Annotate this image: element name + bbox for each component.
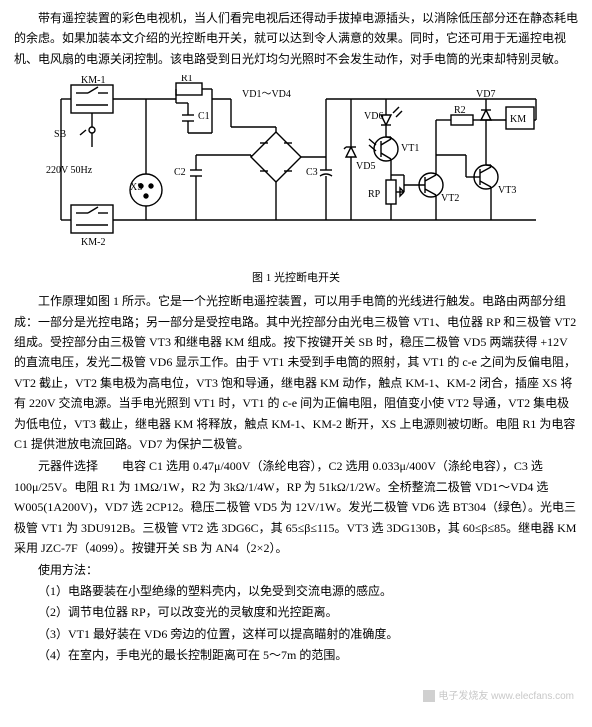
watermark: 电子发烧友 www.elecfans.com — [423, 688, 574, 705]
lbl-km: KM — [510, 114, 526, 125]
figure-1-circuit: KM-1 SB 220V 50Hz KM-2 XS R1 C1 C2 VD1～V… — [46, 75, 546, 260]
lbl-c1: C1 — [198, 111, 210, 122]
lbl-r2: R2 — [454, 105, 466, 116]
lbl-sb: SB — [54, 129, 67, 140]
lbl-vt3: VT3 — [498, 185, 516, 196]
usage-label: 使用方法： — [14, 560, 578, 580]
usage-item-4: （4）在室内，手电光的最长控制距离可在 5～7m 的范围。 — [14, 645, 578, 665]
lbl-vt2: VT2 — [441, 193, 459, 204]
usage-item-1: （1）电路要装在小型绝缘的塑料壳内，以免受到交流电源的感应。 — [14, 581, 578, 601]
lbl-c3: C3 — [306, 167, 318, 178]
principle-paragraph: 工作原理如图 1 所示。它是一个光控断电遥控装置，可以用手电筒的光线进行触发。电… — [14, 291, 578, 454]
usage-item-2: （2）调节电位器 RP，可以改变光的灵敏度和光控距离。 — [14, 602, 578, 622]
lbl-r1: R1 — [181, 75, 193, 84]
lbl-vd7: VD7 — [476, 89, 495, 100]
components-paragraph: 元器件选择 电容 C1 选用 0.47μ/400V（涤纶电容），C2 选用 0.… — [14, 456, 578, 558]
lbl-ac: 220V 50Hz — [46, 165, 93, 176]
watermark-text: 电子发烧友 www.elecfans.com — [438, 691, 574, 702]
lbl-rp: RP — [368, 189, 381, 200]
figure-1-wrap: KM-1 SB 220V 50Hz KM-2 XS R1 C1 C2 VD1～V… — [14, 75, 578, 266]
lbl-vd5: VD5 — [356, 161, 375, 172]
lbl-km2: KM-2 — [81, 237, 105, 248]
usage-item-3: （3）VT1 最好装在 VD6 旁边的位置，这样可以提高瞄射的准确度。 — [14, 624, 578, 644]
components-text: 电容 C1 选用 0.47μ/400V（涤纶电容），C2 选用 0.033μ/4… — [14, 459, 576, 555]
lbl-xs: XS — [130, 182, 143, 193]
intro-paragraph: 带有遥控装置的彩色电视机，当人们看完电视后还得动手拔掉电源插头，以消除低压部分还… — [14, 8, 578, 69]
components-label: 元器件选择 — [38, 459, 98, 473]
lbl-c2: C2 — [174, 167, 186, 178]
lbl-vt1: VT1 — [401, 143, 419, 154]
lbl-vd6: VD6 — [364, 111, 383, 122]
watermark-logo-icon — [423, 690, 435, 702]
lbl-km1: KM-1 — [81, 75, 105, 86]
figure-1-caption: 图 1 光控断电开关 — [14, 269, 578, 288]
lbl-vd14: VD1～VD4 — [242, 89, 291, 100]
